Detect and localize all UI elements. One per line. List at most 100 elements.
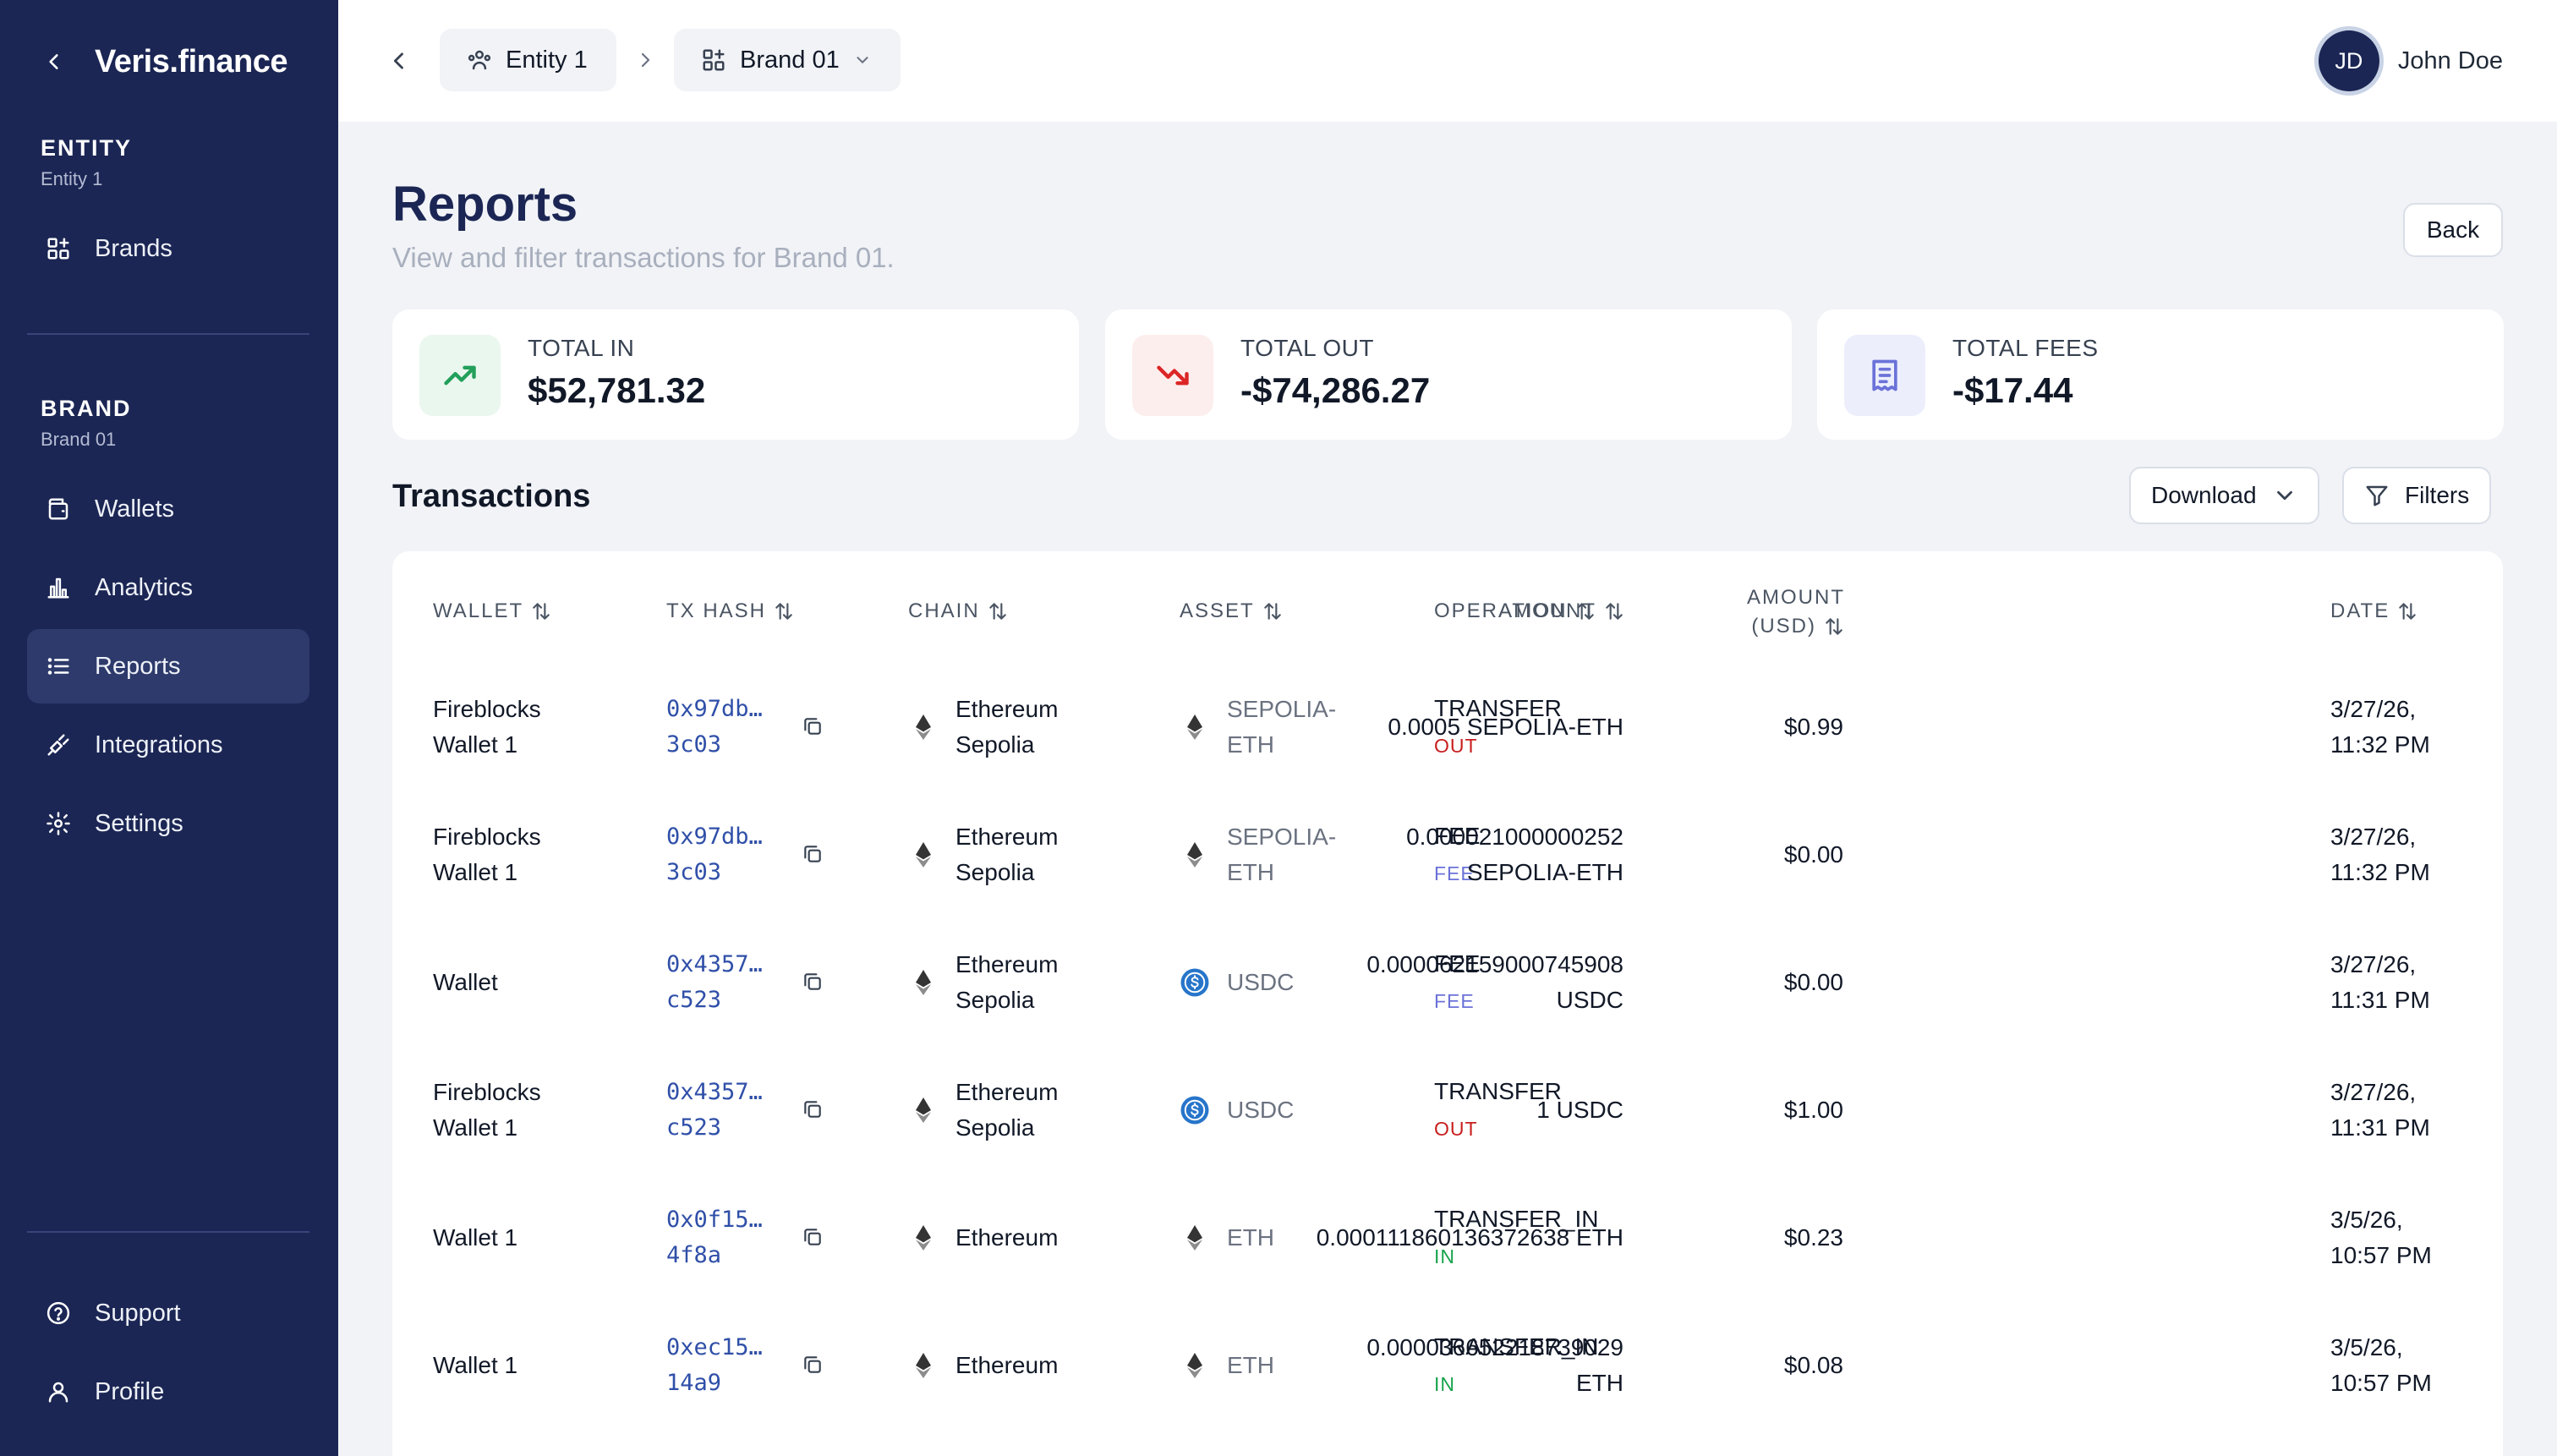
sort-icon (1606, 603, 1623, 620)
sidebar-item-label: Reports (95, 652, 181, 680)
breadcrumb-label: Entity 1 (506, 46, 588, 74)
table-row[interactable]: Fireblocks Wallet 1 0x97db… 3c03 Ethereum S… (392, 791, 2503, 918)
sidebar-item-integrations[interactable]: Integrations (27, 708, 309, 782)
operation-cell: TRANSFER OUT (1434, 1046, 1562, 1174)
sidebar-divider (27, 333, 309, 335)
sidebar-item-label: Wallets (95, 495, 174, 523)
asset-cell: USDC (1180, 918, 1294, 1046)
amount-value: 0.000036652218739029 (1366, 1333, 1623, 1360)
chevron-down-icon (2276, 490, 2292, 501)
wallet-icon (48, 498, 68, 520)
sidebar-item-support[interactable]: Support (27, 1276, 309, 1350)
asset-name: SEPOLIA- (1227, 823, 1337, 850)
sort-icon (533, 603, 550, 620)
sort-icon (1263, 603, 1281, 620)
sidebar: Veris.finance ENTITY Entity 1 Brands BRA… (0, 0, 338, 1456)
filter-icon (2366, 485, 2388, 506)
amount-usd-cell: $0.00 (1783, 840, 1843, 868)
tx-hash-part: 3c03 (666, 858, 722, 885)
copy-icon[interactable] (797, 710, 829, 742)
chain-cell: Ethereum Sepolia (908, 791, 1058, 918)
table-row[interactable]: Wallet 0x4357… c523 Ethereum Sepolia USDC … (392, 918, 2503, 1046)
breadcrumb-entity[interactable]: Entity 1 (440, 29, 616, 91)
entity-name: Entity 1 (41, 168, 103, 189)
column-header-operation[interactable]: OPERATION (1434, 582, 1596, 641)
wallet-name: Wallet 1 (433, 731, 518, 758)
sidebar-item-profile[interactable]: Profile (27, 1355, 309, 1429)
chain-name: Ethereum (955, 823, 1059, 850)
filters-button[interactable]: Filters (2342, 467, 2492, 524)
chevron-right-icon (632, 47, 658, 73)
date-cell: 3/5/26, 10:57 PM (2330, 1301, 2432, 1429)
column-header-asset[interactable]: ASSET (1180, 582, 1284, 641)
column-header-tx-hash[interactable]: TX HASH (666, 582, 795, 641)
copy-icon[interactable] (797, 1221, 829, 1253)
copy-icon[interactable] (797, 838, 829, 870)
user-menu[interactable]: JD John Doe (2318, 29, 2503, 93)
amount-usd-cell: $0.08 (1783, 1351, 1843, 1378)
tx-hash-cell: 0xec15… 14a9 (666, 1301, 763, 1429)
tx-hash-link[interactable]: 0x4357… c523 (666, 1075, 763, 1146)
chain-cell: Ethereum Sepolia (908, 663, 1058, 791)
operation-type: FEE (1434, 822, 1481, 849)
date-value: 3/27/26, (2330, 823, 2417, 850)
copy-icon[interactable] (797, 1349, 829, 1381)
chain-name: Ethereum (955, 695, 1059, 722)
column-header-amount-usd[interactable]: AMOUNT (USD) (1747, 582, 1845, 641)
operation-type: TRANSFER_IN (1434, 1205, 1599, 1232)
trending-up-icon (419, 335, 501, 416)
sidebar-item-settings[interactable]: Settings (27, 786, 309, 861)
users-icon (468, 50, 491, 70)
tx-hash-part: 0xec15… (666, 1333, 763, 1360)
table-row[interactable]: Fireblocks Wallet 1 0x4357… c523 Ethereum S… (392, 1046, 2503, 1174)
copy-icon[interactable] (797, 966, 829, 998)
operation-type: FEE (1434, 950, 1481, 977)
tx-hash-link[interactable]: 0x0f15… 4f8a (666, 1202, 763, 1273)
asset-cell: USDC (1180, 1046, 1294, 1174)
breadcrumb-brand[interactable]: Brand 01 (674, 29, 901, 91)
tx-hash-link[interactable]: 0x4357… c523 (666, 947, 763, 1018)
operation-cell: TRANSFER_IN IN (1434, 1174, 1598, 1301)
chevron-left-icon[interactable] (39, 47, 69, 77)
tx-hash-link[interactable]: 0x97db… 3c03 (666, 692, 763, 763)
sidebar-item-analytics[interactable]: Analytics (27, 550, 309, 625)
chain-cell: Ethereum (908, 1301, 1058, 1429)
column-header-date[interactable]: DATE (2330, 582, 2418, 641)
wallet-cell: Wallet (433, 918, 498, 1046)
chevron-left-icon[interactable] (382, 44, 416, 78)
entity-section-title: ENTITY (41, 135, 133, 161)
operation-direction: IN (1434, 1245, 1455, 1267)
column-header-wallet[interactable]: WALLET (433, 582, 552, 641)
chain-name: Ethereum (955, 1078, 1059, 1105)
operation-direction: OUT (1434, 734, 1478, 757)
asset-name: USDC (1227, 968, 1295, 995)
wallet-cell: Fireblocks Wallet 1 (433, 791, 541, 918)
tx-hash-link[interactable]: 0xec15… 14a9 (666, 1330, 763, 1401)
asset-cell: ETH (1180, 1301, 1274, 1429)
stat-card-total-fees: TOTAL FEES -$17.44 (1817, 309, 2504, 440)
column-header-label: WALLET (433, 599, 524, 622)
column-header-chain[interactable]: CHAIN (908, 582, 1009, 641)
brand-section: BRAND Brand 01 (41, 396, 132, 451)
sidebar-item-label: Analytics (95, 573, 194, 601)
sidebar-item-brands[interactable]: Brands (27, 211, 309, 286)
amount-value: 0.0005 SEPOLIA-ETH (1388, 713, 1623, 740)
user-icon (48, 1382, 68, 1403)
asset-name: ETH (1227, 1351, 1274, 1378)
column-header-amount[interactable]: AMOUNT (1498, 582, 1625, 641)
back-button[interactable]: Back (2403, 203, 2503, 257)
table-row[interactable]: Wallet 1 0x0f15… 4f8a Ethereum ETH TRANSF… (392, 1174, 2503, 1301)
tx-hash-link[interactable]: 0x97db… 3c03 (666, 819, 763, 890)
table-row[interactable]: Wallet 1 0xec15… 14a9 Ethereum ETH TRANSF… (392, 1301, 2503, 1429)
chevron-down-icon (857, 57, 868, 63)
table-row[interactable]: Fireblocks Wallet 1 0x97db… 3c03 Ethereum S… (392, 663, 2503, 791)
sidebar-item-wallets[interactable]: Wallets (27, 472, 309, 546)
amount-cell: 0.000036652218739029 ETH (1366, 1301, 1623, 1429)
copy-icon[interactable] (797, 1093, 829, 1125)
amount-value: 0.000021000000252 (1406, 823, 1623, 850)
tx-hash-cell: 0x4357… c523 (666, 1046, 763, 1174)
operation-cell: TRANSFER OUT (1434, 663, 1562, 791)
download-button[interactable]: Download (2129, 467, 2319, 524)
sidebar-item-reports[interactable]: Reports (27, 629, 309, 703)
app-logo[interactable]: Veris.finance (95, 43, 287, 79)
